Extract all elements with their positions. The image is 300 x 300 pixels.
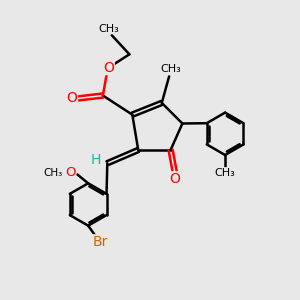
- Text: CH₃: CH₃: [215, 168, 236, 178]
- Text: Br: Br: [93, 235, 108, 249]
- Text: CH₃: CH₃: [160, 64, 181, 74]
- Text: O: O: [103, 61, 114, 75]
- Text: H: H: [91, 153, 101, 167]
- Text: O: O: [65, 167, 76, 179]
- Text: O: O: [169, 172, 181, 186]
- Text: CH₃: CH₃: [43, 168, 62, 178]
- Text: O: O: [67, 92, 77, 106]
- Text: CH₃: CH₃: [98, 24, 119, 34]
